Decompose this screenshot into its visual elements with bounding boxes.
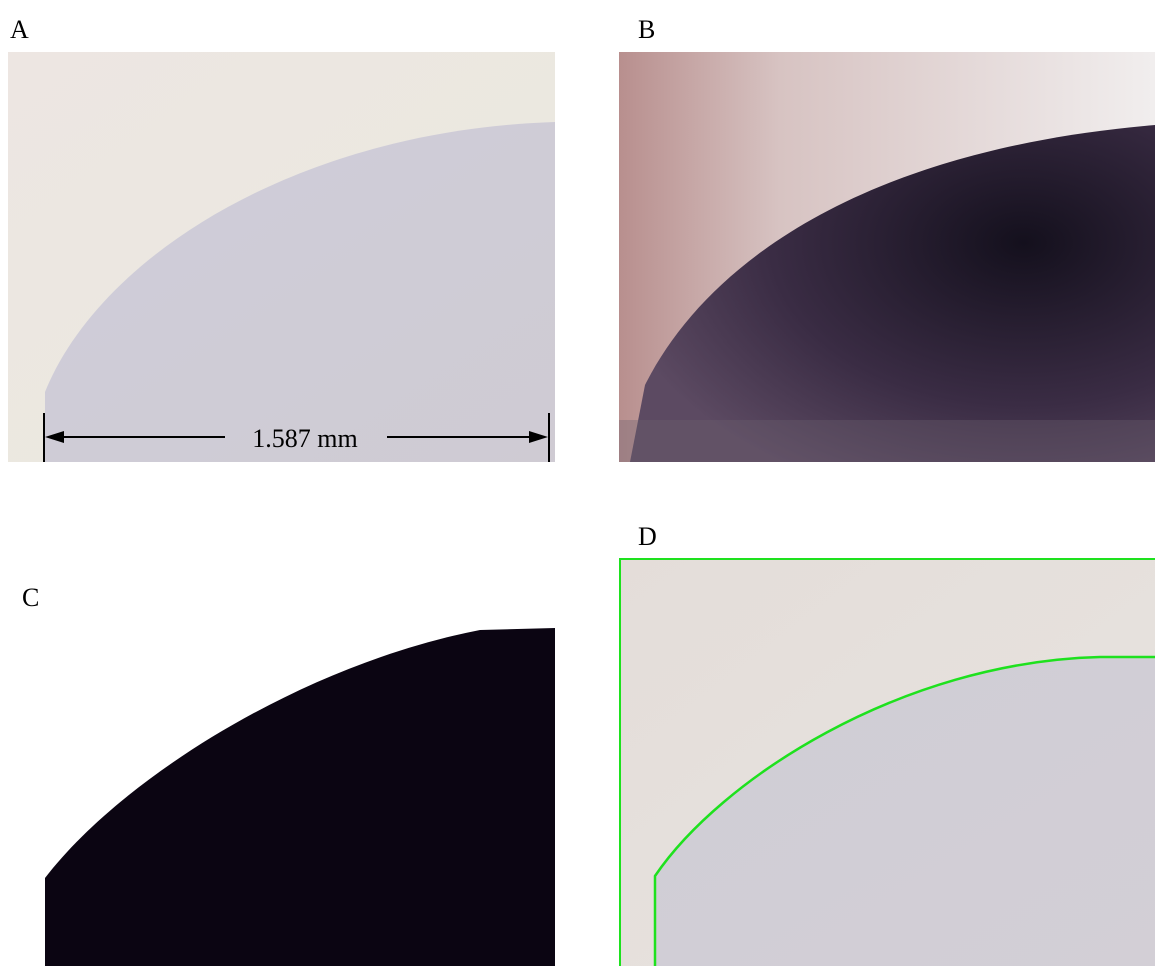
panel-label: C bbox=[22, 583, 39, 612]
binary-shape bbox=[45, 628, 555, 966]
scale-label: 1.587 mm bbox=[252, 424, 357, 453]
panel-label: A bbox=[10, 15, 29, 44]
figure: A 1.587 mm B C D bbox=[0, 0, 1155, 966]
panel-label: D bbox=[638, 522, 657, 551]
panel-label: B bbox=[638, 15, 655, 44]
page: A 1.587 mm B C D (() => { const data = J… bbox=[0, 0, 1155, 966]
shadow bbox=[619, 420, 1155, 462]
